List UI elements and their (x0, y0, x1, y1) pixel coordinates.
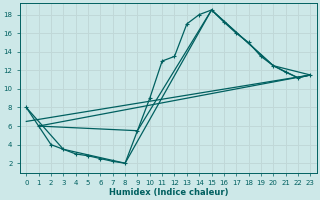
X-axis label: Humidex (Indice chaleur): Humidex (Indice chaleur) (108, 188, 228, 197)
